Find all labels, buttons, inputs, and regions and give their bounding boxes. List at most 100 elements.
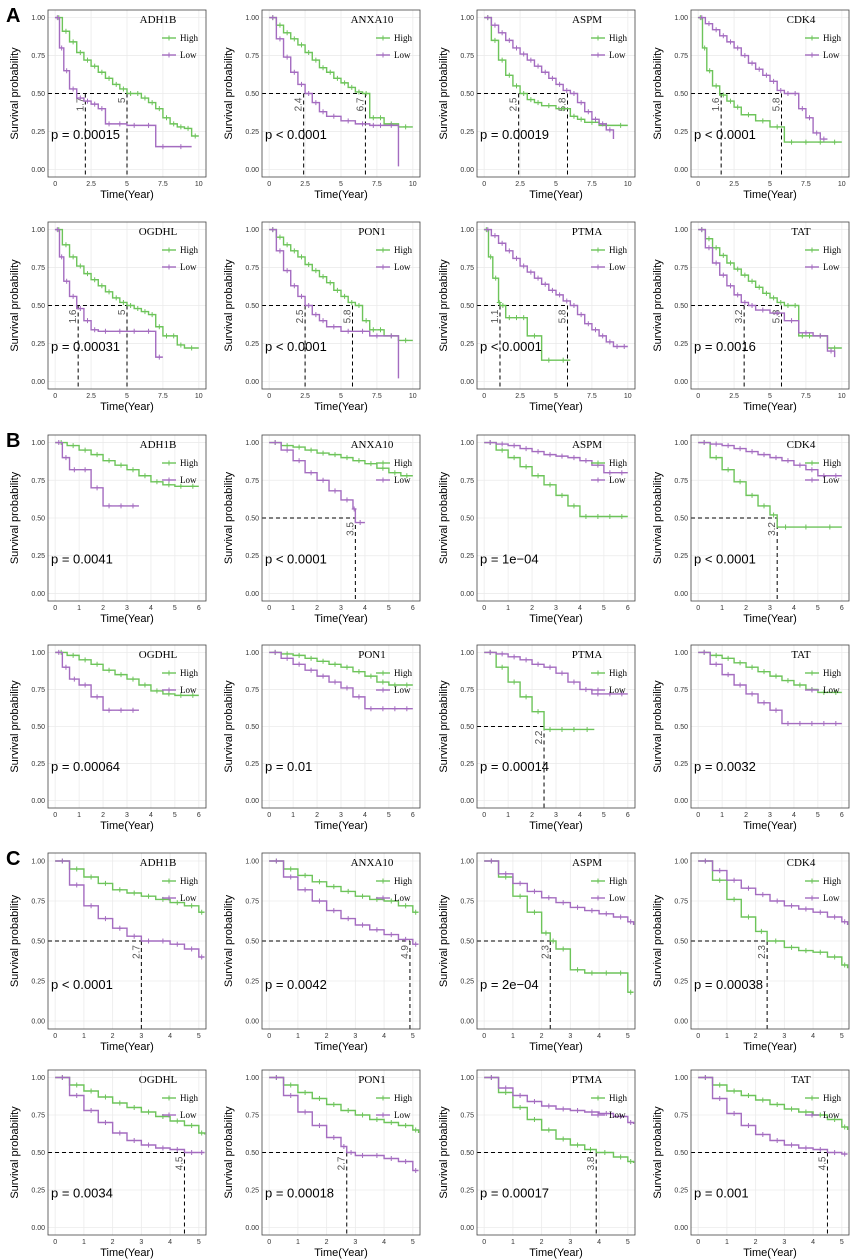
censor-mark-high (559, 492, 565, 498)
y-tick-label: 1.00 (31, 650, 45, 657)
censor-mark-low (571, 679, 577, 685)
p-value: p < 0.0001 (265, 551, 327, 566)
gene-title: PTMA (572, 649, 603, 661)
legend-label-high: High (823, 245, 842, 255)
censor-mark-high (277, 234, 283, 240)
censor-mark-high (742, 272, 748, 278)
gene-title: CDK4 (787, 14, 816, 26)
censor-mark-high (149, 312, 155, 318)
censor-mark-high (380, 679, 386, 685)
x-tick-label: 7.5 (158, 181, 168, 188)
x-tick-label: 5 (602, 812, 606, 819)
censor-mark-low (332, 488, 338, 494)
gene-title: ANXA10 (351, 14, 394, 26)
censor-mark-low (56, 649, 62, 655)
p-value: p < 0.0001 (694, 127, 756, 142)
censor-mark-high (296, 444, 302, 450)
censor-mark-high (344, 664, 350, 670)
x-tick-label: 1 (291, 812, 295, 819)
censor-mark-low (118, 707, 124, 713)
censor-mark-high (70, 443, 76, 449)
censor-mark-low (817, 909, 823, 915)
censor-mark-low (54, 227, 60, 233)
censor-mark-high (756, 284, 762, 290)
censor-mark-low (499, 30, 505, 36)
censor-mark-high (334, 75, 340, 81)
survival-curve-low (484, 16, 615, 140)
gene-title: PON1 (358, 226, 386, 238)
censor-mark-low (131, 933, 137, 939)
censor-mark-high (344, 455, 350, 461)
y-axis-title: Survival probability (652, 259, 664, 352)
censor-mark-high (493, 275, 499, 281)
censor-mark-high (607, 513, 613, 519)
y-tick-label: 0.00 (674, 798, 688, 805)
censor-mark-low (583, 458, 589, 464)
censor-mark-low (774, 310, 780, 316)
censor-mark-high (378, 327, 383, 333)
censor-mark-low (348, 1150, 354, 1155)
censor-mark-low (59, 45, 65, 51)
x-tick-label: 0 (53, 181, 57, 188)
censor-mark-low (284, 447, 290, 453)
censor-mark-low (320, 109, 326, 115)
gene-title: ADH1B (140, 14, 177, 26)
y-tick-label: 0.25 (674, 553, 688, 560)
legend-label-high: High (394, 876, 413, 886)
gene-title: ASPM (572, 857, 602, 869)
panel-letter-A: A (6, 5, 20, 27)
censor-mark-low (499, 441, 505, 447)
y-tick-label: 0.50 (674, 724, 688, 731)
y-axis-title: Survival probability (438, 680, 450, 773)
censor-mark-low (117, 328, 123, 334)
x-axis-title: Time(Year) (314, 189, 368, 201)
x-tick-label: 3 (568, 1033, 572, 1040)
censor-mark-low (487, 440, 493, 446)
x-tick-label: 1 (82, 1033, 86, 1040)
x-tick-label: 1 (511, 1239, 515, 1246)
censor-mark-low (803, 1145, 809, 1151)
censor-mark-high (523, 464, 529, 470)
censor-mark-low (803, 330, 809, 336)
y-tick-label: 0.25 (31, 129, 45, 136)
x-tick-label: 10 (195, 393, 203, 400)
y-tick-label: 0.75 (674, 899, 688, 906)
censor-mark-low (146, 328, 152, 334)
x-tick-label: 5 (125, 181, 129, 188)
censor-mark-high (284, 443, 290, 449)
x-tick-label: 10 (409, 393, 417, 400)
censor-mark-high (803, 948, 809, 954)
censor-mark-high (773, 673, 779, 679)
y-tick-label: 0.50 (31, 1150, 45, 1157)
censor-mark-high (190, 483, 196, 489)
censor-mark-low (756, 66, 762, 72)
censor-mark-low (146, 122, 152, 128)
censor-mark-high (154, 479, 160, 485)
y-tick-label: 1.00 (460, 440, 474, 447)
censor-mark-low (117, 925, 123, 931)
y-tick-label: 0.00 (674, 167, 688, 174)
censor-mark-low (578, 312, 584, 318)
p-value: p < 0.0001 (694, 551, 756, 566)
censor-mark-high (120, 86, 126, 92)
y-axis-title: Survival probability (9, 259, 21, 352)
censor-mark-low (320, 673, 326, 679)
censor-mark-high (499, 447, 505, 453)
gene-title: CDK4 (787, 439, 816, 451)
legend: High Low (376, 1093, 413, 1120)
p-value: p = 0.00018 (265, 1186, 334, 1201)
censor-mark-low (74, 1093, 80, 1098)
censor-mark-low (368, 706, 374, 712)
y-tick-label: 0.25 (245, 979, 259, 986)
gene-title: TAT (791, 649, 811, 661)
y-tick-label: 0.25 (245, 129, 259, 136)
x-tick-label: 2.5 (515, 393, 525, 400)
x-tick-label: 5 (554, 181, 558, 188)
censor-mark-high (413, 909, 419, 915)
gene-title: PON1 (358, 649, 386, 661)
censor-mark-low (517, 880, 523, 886)
plot-border (47, 434, 207, 602)
legend-label-high: High (394, 33, 413, 43)
censor-mark-low (535, 63, 541, 69)
censor-mark-high (288, 866, 294, 872)
